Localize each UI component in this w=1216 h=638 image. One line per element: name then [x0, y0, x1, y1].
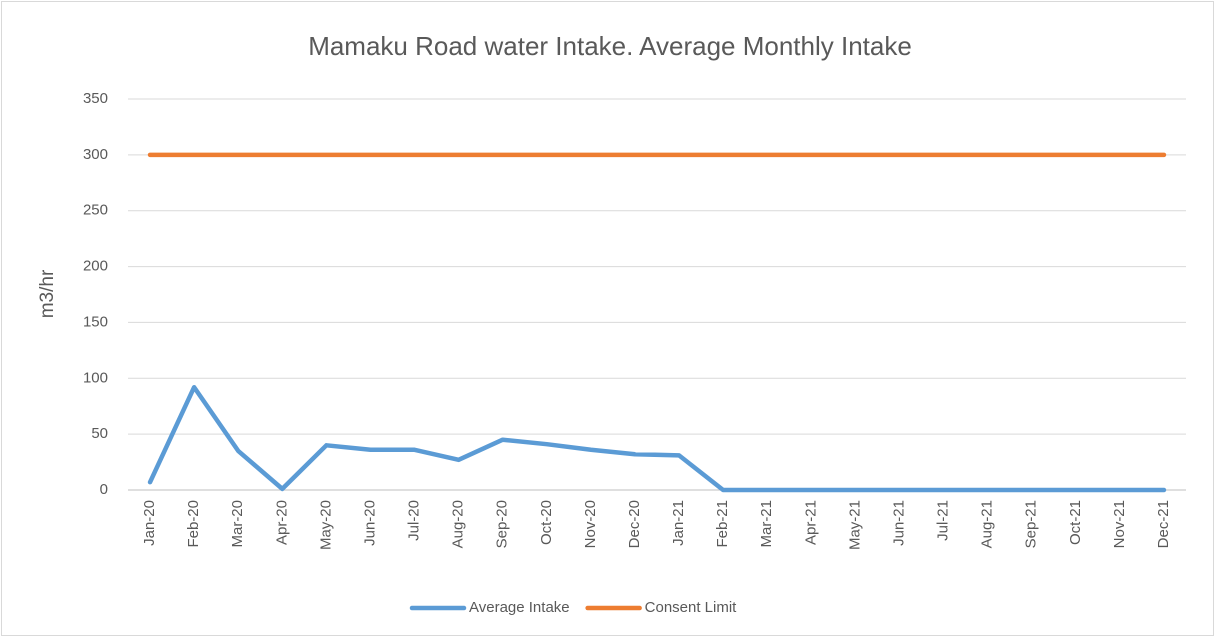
x-tick-label: Feb-20	[185, 500, 202, 548]
x-tick-label: Dec-20	[626, 500, 643, 548]
x-tick-label: Dec-21	[1155, 500, 1172, 548]
x-tick-label: May-21	[846, 500, 863, 550]
x-tick-label: Oct-20	[538, 500, 555, 545]
y-tick-label: 300	[83, 146, 108, 163]
y-tick-label: 50	[91, 425, 108, 442]
x-tick-label: Mar-20	[229, 500, 246, 548]
chart-title: Mamaku Road water Intake. Average Monthl…	[308, 31, 912, 61]
x-tick-label: Apr-21	[802, 500, 819, 545]
x-tick-label: Sep-20	[494, 500, 511, 548]
x-tick-label: Jan-20	[141, 500, 158, 546]
x-tick-label: Oct-21	[1067, 500, 1084, 545]
y-tick-label: 200	[83, 258, 108, 275]
x-tick-label: Aug-20	[450, 500, 467, 548]
x-tick-label: Feb-21	[714, 500, 731, 548]
x-tick-label: Aug-21	[979, 500, 996, 548]
x-tick-label: Nov-20	[582, 500, 599, 548]
data-line	[147, 384, 1167, 493]
legend-label: Average Intake	[469, 599, 570, 616]
x-tick-label: Jun-21	[890, 500, 907, 546]
x-tick-label: Mar-21	[758, 500, 775, 548]
y-tick-label: 0	[100, 481, 108, 498]
y-tick-label: 250	[83, 202, 108, 219]
x-tick-label: Nov-21	[1111, 500, 1128, 548]
legend-label: Consent Limit	[645, 599, 738, 616]
y-axis-title: m3/hr	[37, 269, 58, 318]
y-tick-label: 100	[83, 369, 108, 386]
x-tick-label: May-20	[317, 500, 334, 550]
x-tick-label: Jun-20	[361, 500, 378, 546]
x-tick-label: Jul-21	[935, 500, 952, 541]
x-tick-label: Jan-21	[670, 500, 687, 546]
x-tick-label: Jul-20	[406, 500, 423, 541]
x-tick-label: Sep-21	[1023, 500, 1040, 548]
x-tick-label: Apr-20	[273, 500, 290, 545]
y-tick-label: 350	[83, 90, 108, 107]
y-tick-label: 150	[83, 313, 108, 330]
